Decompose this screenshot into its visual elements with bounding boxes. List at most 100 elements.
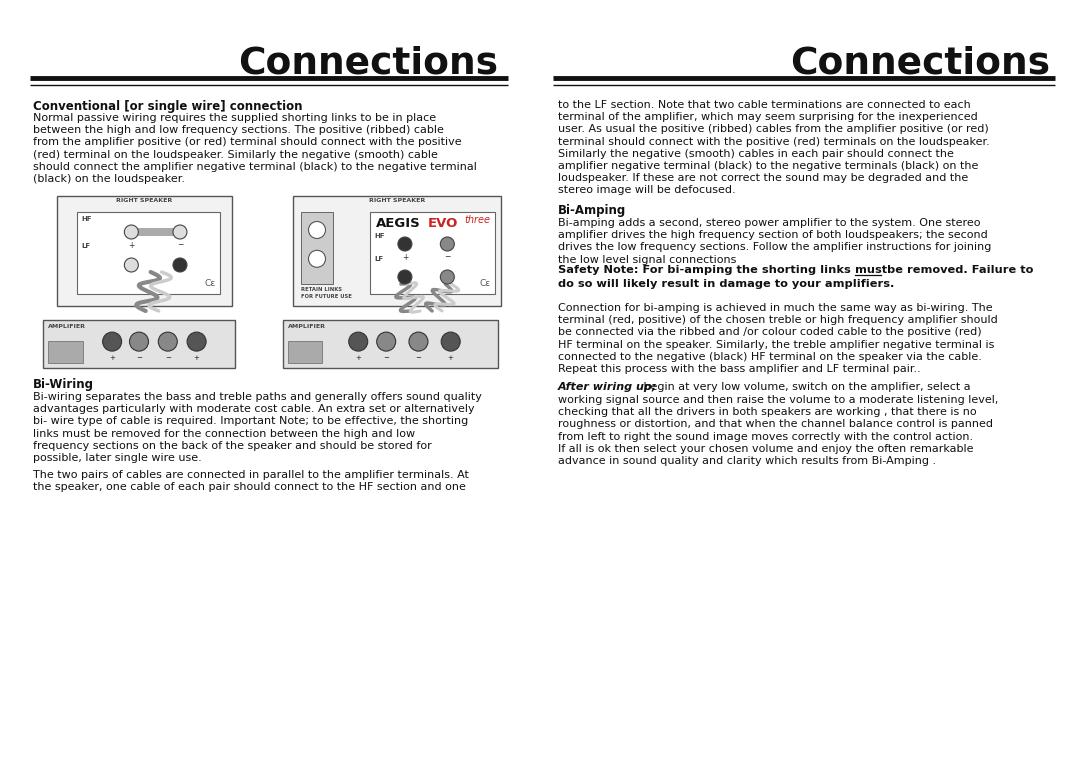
Text: amplifier drives the high frequency section of both loudspeakers; the second: amplifier drives the high frequency sect… (558, 230, 988, 240)
Text: +: + (448, 355, 454, 361)
Circle shape (187, 332, 206, 351)
Text: If all is ok then select your chosen volume and enjoy the often remarkable: If all is ok then select your chosen vol… (558, 444, 973, 454)
Bar (288, 342, 323, 363)
Circle shape (173, 225, 187, 239)
Text: terminal of the amplifier, which may seem surprising for the inexperienced: terminal of the amplifier, which may see… (558, 112, 977, 123)
Text: Bi-Wiring: Bi-Wiring (33, 378, 94, 391)
Circle shape (441, 270, 455, 284)
Text: Conventional [or single wire] connection: Conventional [or single wire] connection (33, 100, 302, 113)
Bar (370, 212, 495, 294)
Text: Connections: Connections (238, 46, 498, 82)
Circle shape (349, 332, 368, 351)
Bar (57, 196, 232, 306)
Circle shape (124, 225, 138, 239)
Text: the low level signal connections: the low level signal connections (558, 255, 737, 265)
Circle shape (397, 270, 411, 284)
Bar (129, 228, 183, 236)
Text: −: − (165, 355, 171, 361)
Circle shape (397, 237, 411, 251)
Text: do so will likely result in damage to your amplifiers.: do so will likely result in damage to yo… (558, 279, 894, 289)
Text: advantages particularly with moderate cost cable. An extra set or alternatively: advantages particularly with moderate co… (33, 404, 474, 414)
Text: AEGIS: AEGIS (376, 217, 421, 230)
Text: three: three (464, 215, 490, 225)
Circle shape (103, 332, 122, 351)
Text: +: + (355, 355, 361, 361)
Circle shape (130, 332, 149, 351)
Text: to the LF section. Note that two cable terminations are connected to each: to the LF section. Note that two cable t… (558, 100, 971, 110)
Text: LF: LF (81, 243, 90, 249)
Text: +: + (402, 253, 408, 262)
Text: Cε: Cε (205, 279, 216, 288)
Text: (black) on the loudspeaker.: (black) on the loudspeaker. (33, 174, 185, 184)
Circle shape (441, 237, 455, 251)
Text: from left to right the sound image moves correctly with the control action.: from left to right the sound image moves… (558, 431, 973, 441)
Text: links must be removed for the connection between the high and low: links must be removed for the connection… (33, 428, 415, 438)
Text: between the high and low frequency sections. The positive (ribbed) cable: between the high and low frequency secti… (33, 126, 444, 135)
Text: stereo image will be defocused.: stereo image will be defocused. (558, 186, 735, 196)
Text: amplifier negative terminal (black) to the negative terminals (black) on the: amplifier negative terminal (black) to t… (558, 161, 978, 171)
Text: Bi-Amping: Bi-Amping (558, 204, 626, 217)
Text: bi- wire type of cable is required. Important Note; to be effective, the shortin: bi- wire type of cable is required. Impo… (33, 416, 469, 426)
Text: After wiring up;: After wiring up; (558, 382, 658, 392)
Text: be removed. Failure to: be removed. Failure to (883, 265, 1034, 275)
Text: the speaker, one cable of each pair should connect to the HF section and one: the speaker, one cable of each pair shou… (33, 482, 465, 492)
Text: begin at very low volume, switch on the amplifier, select a: begin at very low volume, switch on the … (640, 382, 971, 392)
Circle shape (159, 332, 177, 351)
Text: LF: LF (374, 256, 383, 262)
Text: drives the low frequency sections. Follow the amplifier instructions for joining: drives the low frequency sections. Follo… (558, 243, 991, 253)
Text: must: must (855, 265, 887, 275)
Text: −: − (136, 355, 141, 361)
Text: Repeat this process with the bass amplifier and LF terminal pair..: Repeat this process with the bass amplif… (558, 364, 921, 374)
Text: AMPLIFIER: AMPLIFIER (288, 324, 326, 329)
Text: HF: HF (81, 216, 92, 222)
Text: checking that all the drivers in both speakers are working , that there is no: checking that all the drivers in both sp… (558, 407, 976, 417)
Text: be connected via the ribbed and /or colour coded cable to the positive (red): be connected via the ribbed and /or colo… (558, 327, 982, 337)
Text: Connection for bi-amping is achieved in much the same way as bi-wiring. The: Connection for bi-amping is achieved in … (558, 303, 993, 313)
Bar (293, 196, 501, 306)
Circle shape (309, 221, 325, 238)
Circle shape (124, 258, 138, 272)
Text: HF: HF (374, 233, 384, 239)
Text: (red) terminal on the loudspeaker. Similarly the negative (smooth) cable: (red) terminal on the loudspeaker. Simil… (33, 150, 437, 160)
Text: Normal passive wiring requires the supplied shorting links to be in place: Normal passive wiring requires the suppl… (33, 113, 436, 123)
Text: −: − (416, 355, 421, 361)
Text: HF terminal on the speaker. Similarly, the treble amplifier negative terminal is: HF terminal on the speaker. Similarly, t… (558, 339, 995, 349)
Bar (301, 212, 333, 284)
Circle shape (173, 258, 187, 272)
Text: The two pairs of cables are connected in parallel to the amplifier terminals. At: The two pairs of cables are connected in… (33, 470, 469, 480)
Text: +: + (129, 240, 135, 250)
Bar (48, 342, 82, 363)
Text: RETAIN LINKS
FOR FUTURE USE: RETAIN LINKS FOR FUTURE USE (301, 287, 352, 299)
Text: RIGHT SPEAKER: RIGHT SPEAKER (117, 198, 173, 203)
Text: terminal (red, positive) of the chosen treble or high frequency amplifier should: terminal (red, positive) of the chosen t… (558, 315, 998, 325)
Text: AMPLIFIER: AMPLIFIER (48, 324, 86, 329)
Text: Bi-amping adds a second, stereo power amplifier to the system. One stereo: Bi-amping adds a second, stereo power am… (558, 218, 981, 228)
Text: frequency sections on the back of the speaker and should be stored for: frequency sections on the back of the sp… (33, 441, 432, 451)
Text: +: + (193, 355, 200, 361)
Circle shape (409, 332, 428, 351)
Text: Similarly the negative (smooth) cables in each pair should connect the: Similarly the negative (smooth) cables i… (558, 149, 954, 159)
Bar (283, 320, 498, 368)
Text: should connect the amplifier negative terminal (black) to the negative terminal: should connect the amplifier negative te… (33, 162, 477, 172)
Bar (77, 212, 220, 294)
Text: roughness or distortion, and that when the channel balance control is panned: roughness or distortion, and that when t… (558, 419, 993, 429)
Text: connected to the negative (black) HF terminal on the speaker via the cable.: connected to the negative (black) HF ter… (558, 352, 982, 361)
Text: advance in sound quality and clarity which results from Bi-Amping .: advance in sound quality and clarity whi… (558, 456, 936, 466)
Text: from the amplifier positive (or red) terminal should connect with the positive: from the amplifier positive (or red) ter… (33, 138, 461, 148)
Text: Safety Note: For bi-amping the shorting links: Safety Note: For bi-amping the shorting … (558, 265, 854, 275)
Text: −: − (177, 240, 184, 250)
Text: +: + (109, 355, 116, 361)
Circle shape (377, 332, 395, 351)
Text: −: − (444, 253, 450, 262)
Text: −: − (383, 355, 389, 361)
Text: EVO: EVO (428, 217, 459, 230)
Text: terminal should connect with the positive (red) terminals on the loudspeaker.: terminal should connect with the positiv… (558, 137, 989, 147)
Circle shape (442, 332, 460, 351)
Bar (43, 320, 235, 368)
Text: Connections: Connections (789, 46, 1050, 82)
Text: Cε: Cε (480, 279, 490, 288)
Text: working signal source and then raise the volume to a moderate listening level,: working signal source and then raise the… (558, 395, 998, 405)
Circle shape (309, 250, 325, 267)
Text: user. As usual the positive (ribbed) cables from the amplifier positive (or red): user. As usual the positive (ribbed) cab… (558, 124, 989, 135)
Text: RIGHT SPEAKER: RIGHT SPEAKER (369, 198, 426, 203)
